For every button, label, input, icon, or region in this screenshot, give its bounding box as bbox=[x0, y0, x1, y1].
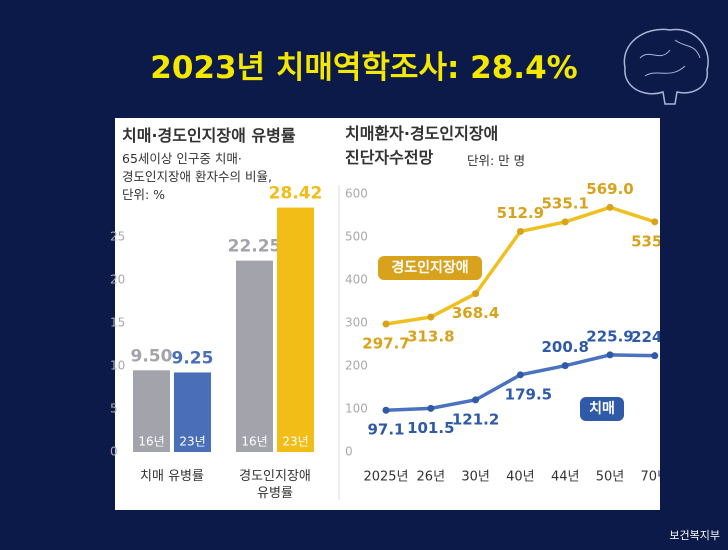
value-label: 121.2 bbox=[452, 410, 499, 428]
value-label: 569.0 bbox=[586, 180, 633, 198]
bar-series-label: 16년 bbox=[241, 435, 267, 449]
value-label: 9.50 bbox=[131, 346, 173, 366]
x-tick-label: 경도인지장애 유병률 bbox=[239, 469, 311, 501]
value-label: 9.25 bbox=[172, 348, 214, 368]
chart-subtitle: 단위: 만 명 bbox=[467, 153, 526, 168]
point bbox=[472, 290, 480, 298]
bar-series-label: 16년 bbox=[138, 435, 164, 449]
y-tick-label: 200 bbox=[345, 359, 368, 373]
value-label: 368.4 bbox=[452, 304, 499, 322]
point bbox=[382, 406, 390, 414]
value-label: 225.9 bbox=[586, 327, 633, 345]
legend-box bbox=[378, 256, 482, 280]
y-tick-label: 15 bbox=[110, 316, 125, 330]
point bbox=[427, 313, 435, 321]
chart-title: 치매·경도인지장애 유병률 bbox=[122, 126, 296, 145]
point bbox=[606, 203, 614, 211]
value-label: 97.1 bbox=[367, 421, 404, 439]
point bbox=[516, 227, 524, 235]
x-tick-label: 44년 bbox=[551, 470, 580, 485]
bar bbox=[236, 260, 273, 452]
legend-label: 치매 bbox=[589, 401, 615, 417]
point bbox=[561, 362, 569, 370]
bar-series-label: 23년 bbox=[282, 435, 308, 449]
bar-series-label: 23년 bbox=[179, 435, 205, 449]
point bbox=[427, 404, 435, 412]
value-label: 313.8 bbox=[407, 328, 454, 346]
y-tick-label: 400 bbox=[345, 273, 368, 287]
x-tick-label: 2025년 bbox=[363, 470, 408, 485]
value-label: 200.8 bbox=[541, 338, 588, 356]
y-tick-label: 10 bbox=[110, 359, 125, 373]
x-tick-label: 30년 bbox=[461, 470, 490, 485]
x-tick-label: 26년 bbox=[417, 470, 446, 485]
x-tick-label: 치매 유병률 bbox=[140, 469, 204, 484]
y-tick-label: 5 bbox=[110, 402, 118, 416]
y-tick-label: 100 bbox=[345, 402, 368, 416]
value-label: 101.5 bbox=[407, 419, 454, 437]
legend-box bbox=[580, 397, 624, 421]
bar bbox=[174, 372, 211, 452]
y-tick-label: 0 bbox=[110, 445, 118, 459]
value-label: 535.1 bbox=[541, 194, 588, 212]
x-tick-label: 40년 bbox=[506, 470, 535, 485]
x-tick-label: 70년 bbox=[641, 470, 670, 485]
point bbox=[606, 351, 614, 359]
x-tick-label: 50년 bbox=[596, 470, 625, 485]
chart-subtitle: 65세이상 인구중 치매· 경도인지장애 환자수의 비율, 단위: % bbox=[122, 151, 272, 202]
brain-icon bbox=[623, 28, 709, 105]
bar bbox=[133, 370, 170, 452]
source: 보건복지부 bbox=[669, 529, 720, 542]
value-label: 297.7 bbox=[362, 334, 409, 352]
y-tick-label: 600 bbox=[345, 187, 368, 201]
y-tick-label: 20 bbox=[110, 273, 125, 287]
y-tick-label: 300 bbox=[345, 316, 368, 330]
y-tick-label: 0 bbox=[345, 445, 353, 459]
value-label: 535.3 bbox=[631, 232, 678, 250]
value-label: 28.42 bbox=[269, 184, 323, 204]
slide-title: 2023년 치매역학조사: 28.4% bbox=[150, 50, 578, 86]
point bbox=[651, 352, 659, 360]
value-label: 179.5 bbox=[505, 385, 552, 403]
chart-title: 치매환자·경도인지장애 진단자수전망 bbox=[345, 124, 499, 167]
value-label: 224.0 bbox=[631, 328, 678, 346]
y-tick-label: 500 bbox=[345, 230, 368, 244]
legend-label: 경도인지장애 bbox=[391, 259, 468, 276]
point bbox=[382, 320, 390, 328]
value-label: 22.25 bbox=[228, 237, 282, 257]
point bbox=[516, 371, 524, 379]
y-tick-label: 25 bbox=[110, 230, 125, 244]
bar bbox=[277, 207, 314, 452]
point bbox=[561, 218, 569, 226]
value-label: 512.9 bbox=[497, 204, 544, 222]
point bbox=[651, 218, 659, 226]
point bbox=[472, 396, 480, 404]
